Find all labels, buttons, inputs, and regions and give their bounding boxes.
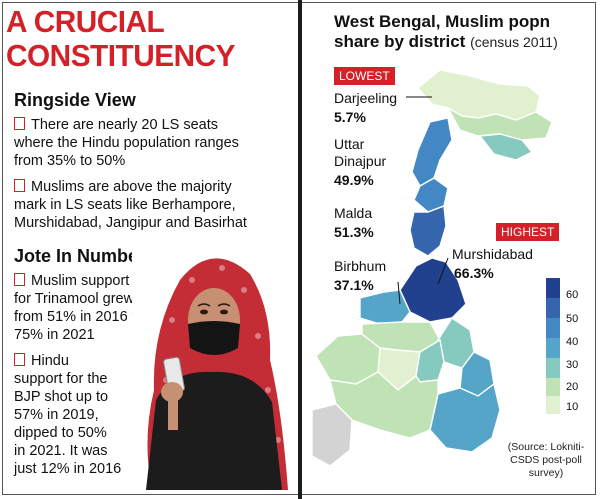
bullet-text: Hindu [31, 353, 69, 369]
malda-value: 51.3% [334, 224, 374, 240]
legend-value-20: 20 [566, 381, 579, 393]
source-note: (Source: Lokniti- CSDS post-poll survey) [498, 441, 594, 480]
numbers-bullet-1: Muslim support for Trinamool grew from 5… [14, 272, 144, 344]
woman-photo [132, 240, 292, 490]
census-note: (census 2011) [470, 34, 558, 50]
birbhum-value: 37.1% [334, 277, 374, 293]
map-title-line-1: West Bengal, Muslim popn [334, 12, 550, 31]
leader-lines [397, 96, 449, 305]
bullet-text: for Trinamool grew [14, 291, 135, 307]
lowest-badge: LOWEST [334, 67, 395, 85]
murshidabad-value: 66.3% [454, 265, 494, 281]
uttar-dinajpur-value: 49.9% [334, 172, 374, 188]
bullet-box-icon [14, 273, 25, 286]
map-district-malda [409, 205, 447, 257]
birbhum-label: Birbhum [334, 258, 387, 274]
numbers-bullet-2: Hindu support for the BJP shot up to 57%… [14, 352, 121, 478]
bullet-text: support for the [14, 371, 108, 387]
legend-swatch [546, 278, 560, 298]
legend-swatch [546, 396, 560, 414]
legend-swatch [546, 378, 560, 396]
map-district-coochbehar [478, 133, 534, 161]
column-divider [298, 0, 302, 499]
ringside-title: Ringside View [14, 90, 136, 110]
legend-swatch [546, 298, 560, 318]
headline-line-1: A CRUCIAL [6, 4, 165, 39]
bullet-box-icon [14, 353, 25, 366]
legend-swatch [546, 318, 560, 338]
map-district-jalpaiguri [446, 106, 553, 141]
bullet-text: 57% in 2019, [14, 407, 99, 423]
legend-value-10: 10 [566, 401, 579, 413]
bullet-box-icon [14, 117, 25, 130]
uttar-dinajpur-label-line-2: Dinajpur [334, 153, 387, 169]
uttar-dinajpur-label-line-1: Uttar [334, 136, 365, 152]
bullet-text: where the Hindu population ranges [14, 135, 239, 151]
legend-value-30: 30 [566, 359, 579, 371]
map-district-birbhum [359, 289, 411, 325]
bullet-text: from 35% to 50% [14, 153, 126, 169]
legend-color-bar [546, 278, 560, 414]
legend-value-50: 50 [566, 313, 579, 325]
numbers-title: Jote In Numbers [14, 246, 156, 266]
map-district-south-24-parganas [429, 382, 501, 453]
bullet-text: Murshidabad, Jangipur and Basirhat [14, 215, 247, 231]
legend-value-60: 60 [566, 289, 579, 301]
map-title: West Bengal, Muslim popn share by distri… [334, 12, 558, 52]
darjeeling-label: Darjeeling [334, 90, 398, 106]
malda-label: Malda [334, 205, 373, 221]
source-line-2: CSDS post-poll [510, 454, 582, 466]
map-title-line-2: share by district [334, 32, 466, 51]
bullet-text: BJP shot up to [14, 389, 109, 405]
highest-badge: HIGHEST [496, 223, 560, 241]
map-neighbour-region [311, 403, 353, 467]
bullet-text: Muslim support [31, 273, 130, 289]
headline-line-2: CONSTITUENCY [6, 38, 236, 73]
bullet-text: There are nearly 20 LS seats [31, 117, 218, 133]
murshidabad-label: Murshidabad [452, 246, 533, 262]
bullet-text: 75% in 2021 [14, 327, 95, 343]
bullet-text: just 12% in 2016 [14, 461, 122, 477]
source-line-1: (Source: Lokniti- [507, 441, 585, 453]
bullet-text: in 2021. It was [14, 443, 108, 459]
source-line-3: survey) [528, 467, 564, 479]
bullet-text: dipped to 50% [14, 425, 107, 441]
legend-swatch [546, 358, 560, 378]
darjeeling-value: 5.7% [334, 109, 366, 125]
ringside-bullet-2: Muslims are above the majority mark in L… [14, 178, 247, 232]
legend-value-40: 40 [566, 336, 579, 348]
map-district-medinipur [329, 371, 439, 439]
bullet-text: Muslims are above the majority [31, 179, 232, 195]
bullet-text: from 51% in 2016 to [14, 309, 144, 325]
west-bengal-map [311, 69, 553, 467]
bullet-box-icon [14, 179, 25, 192]
ringside-bullet-1: There are nearly 20 LS seats where the H… [14, 116, 239, 170]
bullet-text: mark in LS seats like Berhampore, [14, 197, 236, 213]
legend-swatch [546, 338, 560, 358]
